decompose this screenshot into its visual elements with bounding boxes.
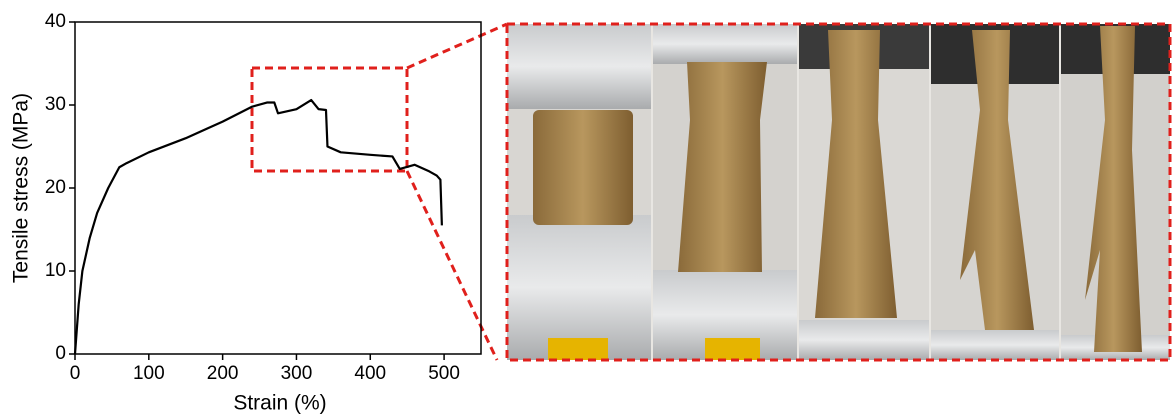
photo-1 bbox=[507, 24, 651, 360]
x-tick-label: 400 bbox=[354, 363, 386, 384]
photo-5 bbox=[1061, 24, 1170, 360]
x-tick-label: 0 bbox=[70, 363, 81, 384]
figure: Strain (%) Tensile stress (MPa) 01002003… bbox=[0, 0, 1172, 417]
photo-4 bbox=[931, 24, 1059, 360]
y-tick-label: 40 bbox=[45, 11, 66, 32]
x-tick-label: 100 bbox=[133, 363, 165, 384]
y-tick-label: 0 bbox=[55, 343, 66, 364]
x-tick-label: 200 bbox=[207, 363, 239, 384]
y-tick-label: 20 bbox=[45, 177, 66, 198]
photo-3 bbox=[799, 24, 929, 360]
stress-strain-curve bbox=[75, 100, 442, 354]
x-tick-label: 300 bbox=[281, 363, 313, 384]
zoom-indicator bbox=[252, 24, 507, 360]
y-axis-title: Tensile stress (MPa) bbox=[10, 93, 33, 283]
photo-panel bbox=[507, 24, 1170, 360]
x-tick-label: 500 bbox=[428, 363, 460, 384]
y-tick-label: 10 bbox=[45, 260, 66, 281]
photo-2 bbox=[653, 24, 797, 360]
plot-frame bbox=[75, 22, 481, 354]
y-tick-label: 30 bbox=[45, 94, 66, 115]
x-axis-title: Strain (%) bbox=[233, 392, 326, 415]
